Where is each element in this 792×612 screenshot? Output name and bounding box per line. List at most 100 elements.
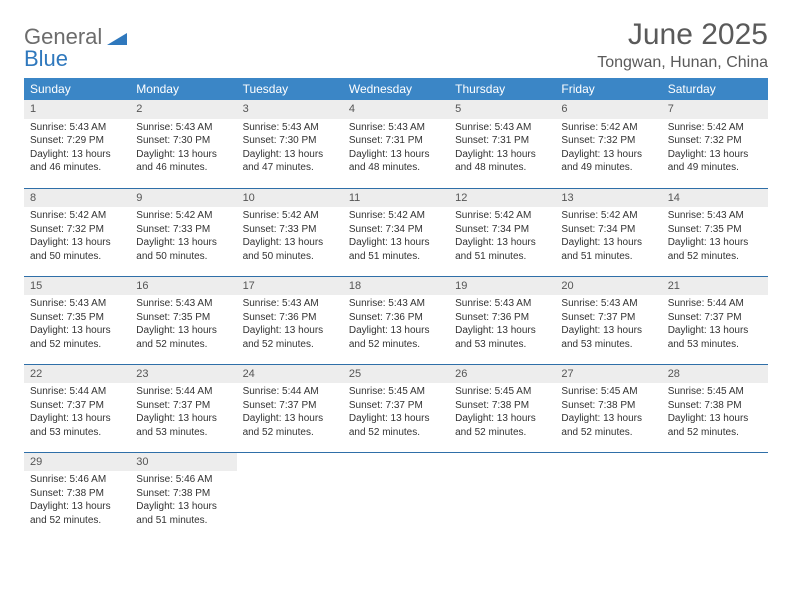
month-title: June 2025 <box>597 18 768 52</box>
sunrise-text: Sunrise: 5:42 AM <box>668 121 762 135</box>
weekday-header: Wednesday <box>343 78 449 100</box>
sunset-text: Sunset: 7:37 PM <box>30 399 124 413</box>
sunrise-text: Sunrise: 5:43 AM <box>455 297 549 311</box>
sunset-text: Sunset: 7:37 PM <box>349 399 443 413</box>
sunrise-text: Sunrise: 5:43 AM <box>349 297 443 311</box>
day-number: 7 <box>662 100 768 119</box>
sunset-text: Sunset: 7:30 PM <box>243 134 337 148</box>
day-number: 6 <box>555 100 661 119</box>
day-number: 30 <box>130 453 236 472</box>
daylight-text: Daylight: 13 hours and 51 minutes. <box>349 236 443 263</box>
day-number: 21 <box>662 277 768 296</box>
sunset-text: Sunset: 7:36 PM <box>455 311 549 325</box>
weekday-header: Monday <box>130 78 236 100</box>
daylight-text: Daylight: 13 hours and 52 minutes. <box>561 412 655 439</box>
sunrise-text: Sunrise: 5:43 AM <box>349 121 443 135</box>
calendar-week-row: 8Sunrise: 5:42 AMSunset: 7:32 PMDaylight… <box>24 188 768 276</box>
day-number: 16 <box>130 277 236 296</box>
sunset-text: Sunset: 7:34 PM <box>349 223 443 237</box>
day-number: 5 <box>449 100 555 119</box>
location-text: Tongwan, Hunan, China <box>597 54 768 72</box>
sunset-text: Sunset: 7:31 PM <box>455 134 549 148</box>
calendar-day-cell: 20Sunrise: 5:43 AMSunset: 7:37 PMDayligh… <box>555 276 661 364</box>
sunset-text: Sunset: 7:32 PM <box>30 223 124 237</box>
sunrise-text: Sunrise: 5:42 AM <box>561 121 655 135</box>
calendar-day-cell: 7Sunrise: 5:42 AMSunset: 7:32 PMDaylight… <box>662 100 768 188</box>
daylight-text: Daylight: 13 hours and 52 minutes. <box>668 236 762 263</box>
calendar-day-cell: 17Sunrise: 5:43 AMSunset: 7:36 PMDayligh… <box>237 276 343 364</box>
calendar-day-cell: 23Sunrise: 5:44 AMSunset: 7:37 PMDayligh… <box>130 364 236 452</box>
daylight-text: Daylight: 13 hours and 49 minutes. <box>668 148 762 175</box>
calendar-day-cell: 9Sunrise: 5:42 AMSunset: 7:33 PMDaylight… <box>130 188 236 276</box>
weekday-header: Thursday <box>449 78 555 100</box>
day-number: 28 <box>662 365 768 384</box>
day-number: 12 <box>449 189 555 208</box>
calendar-day-cell: 6Sunrise: 5:42 AMSunset: 7:32 PMDaylight… <box>555 100 661 188</box>
daylight-text: Daylight: 13 hours and 48 minutes. <box>455 148 549 175</box>
day-number: 19 <box>449 277 555 296</box>
calendar-day-cell <box>449 452 555 540</box>
daylight-text: Daylight: 13 hours and 52 minutes. <box>30 500 124 527</box>
daylight-text: Daylight: 13 hours and 51 minutes. <box>561 236 655 263</box>
sunrise-text: Sunrise: 5:43 AM <box>30 297 124 311</box>
sunrise-text: Sunrise: 5:45 AM <box>455 385 549 399</box>
day-number: 11 <box>343 189 449 208</box>
sunrise-text: Sunrise: 5:43 AM <box>136 121 230 135</box>
calendar-day-cell: 5 Sunrise: 5:43 AMSunset: 7:31 PMDaylight… <box>449 100 555 188</box>
sunrise-text: Sunrise: 5:42 AM <box>30 209 124 223</box>
daylight-text: Daylight: 13 hours and 53 minutes. <box>668 324 762 351</box>
sunset-text: Sunset: 7:36 PM <box>243 311 337 325</box>
sunrise-text: Sunrise: 5:42 AM <box>349 209 443 223</box>
sunrise-text: Sunrise: 5:42 AM <box>136 209 230 223</box>
daylight-text: Daylight: 13 hours and 46 minutes. <box>30 148 124 175</box>
calendar-day-cell: 13Sunrise: 5:42 AMSunset: 7:34 PMDayligh… <box>555 188 661 276</box>
day-number: 15 <box>24 277 130 296</box>
sunrise-text: Sunrise: 5:42 AM <box>243 209 337 223</box>
sunset-text: Sunset: 7:38 PM <box>136 487 230 501</box>
day-number: 2 <box>130 100 236 119</box>
daylight-text: Daylight: 13 hours and 52 minutes. <box>136 324 230 351</box>
daylight-text: Daylight: 13 hours and 52 minutes. <box>30 324 124 351</box>
day-number: 1 <box>24 100 130 119</box>
title-block: June 2025 Tongwan, Hunan, China <box>597 18 768 72</box>
sunset-text: Sunset: 7:33 PM <box>136 223 230 237</box>
sunrise-text: Sunrise: 5:43 AM <box>243 121 337 135</box>
daylight-text: Daylight: 13 hours and 52 minutes. <box>455 412 549 439</box>
sunrise-text: Sunrise: 5:43 AM <box>30 121 124 135</box>
daylight-text: Daylight: 13 hours and 50 minutes. <box>30 236 124 263</box>
sunset-text: Sunset: 7:29 PM <box>30 134 124 148</box>
sunrise-text: Sunrise: 5:43 AM <box>561 297 655 311</box>
sunset-text: Sunset: 7:34 PM <box>561 223 655 237</box>
sunset-text: Sunset: 7:34 PM <box>455 223 549 237</box>
day-number: 13 <box>555 189 661 208</box>
day-number: 18 <box>343 277 449 296</box>
calendar-body: 1Sunrise: 5:43 AMSunset: 7:29 PMDaylight… <box>24 100 768 540</box>
sunrise-text: Sunrise: 5:46 AM <box>136 473 230 487</box>
sunset-text: Sunset: 7:33 PM <box>243 223 337 237</box>
day-number: 26 <box>449 365 555 384</box>
sunrise-text: Sunrise: 5:43 AM <box>136 297 230 311</box>
calendar-day-cell <box>237 452 343 540</box>
calendar-day-cell <box>343 452 449 540</box>
sunset-text: Sunset: 7:35 PM <box>668 223 762 237</box>
daylight-text: Daylight: 13 hours and 50 minutes. <box>136 236 230 263</box>
day-number: 23 <box>130 365 236 384</box>
day-number: 9 <box>130 189 236 208</box>
sunset-text: Sunset: 7:31 PM <box>349 134 443 148</box>
daylight-text: Daylight: 13 hours and 53 minutes. <box>455 324 549 351</box>
calendar-day-cell: 14Sunrise: 5:43 AMSunset: 7:35 PMDayligh… <box>662 188 768 276</box>
weekday-header: Sunday <box>24 78 130 100</box>
sunrise-text: Sunrise: 5:43 AM <box>668 209 762 223</box>
calendar-day-cell: 19Sunrise: 5:43 AMSunset: 7:36 PMDayligh… <box>449 276 555 364</box>
sunset-text: Sunset: 7:38 PM <box>668 399 762 413</box>
calendar-day-cell: 2Sunrise: 5:43 AMSunset: 7:30 PMDaylight… <box>130 100 236 188</box>
sunset-text: Sunset: 7:35 PM <box>30 311 124 325</box>
calendar-day-cell: 8Sunrise: 5:42 AMSunset: 7:32 PMDaylight… <box>24 188 130 276</box>
calendar-day-cell: 21Sunrise: 5:44 AMSunset: 7:37 PMDayligh… <box>662 276 768 364</box>
calendar-table: Sunday Monday Tuesday Wednesday Thursday… <box>24 78 768 540</box>
sunrise-text: Sunrise: 5:45 AM <box>561 385 655 399</box>
sunrise-text: Sunrise: 5:43 AM <box>455 121 549 135</box>
sunset-text: Sunset: 7:38 PM <box>30 487 124 501</box>
day-number: 22 <box>24 365 130 384</box>
calendar-week-row: 22Sunrise: 5:44 AMSunset: 7:37 PMDayligh… <box>24 364 768 452</box>
